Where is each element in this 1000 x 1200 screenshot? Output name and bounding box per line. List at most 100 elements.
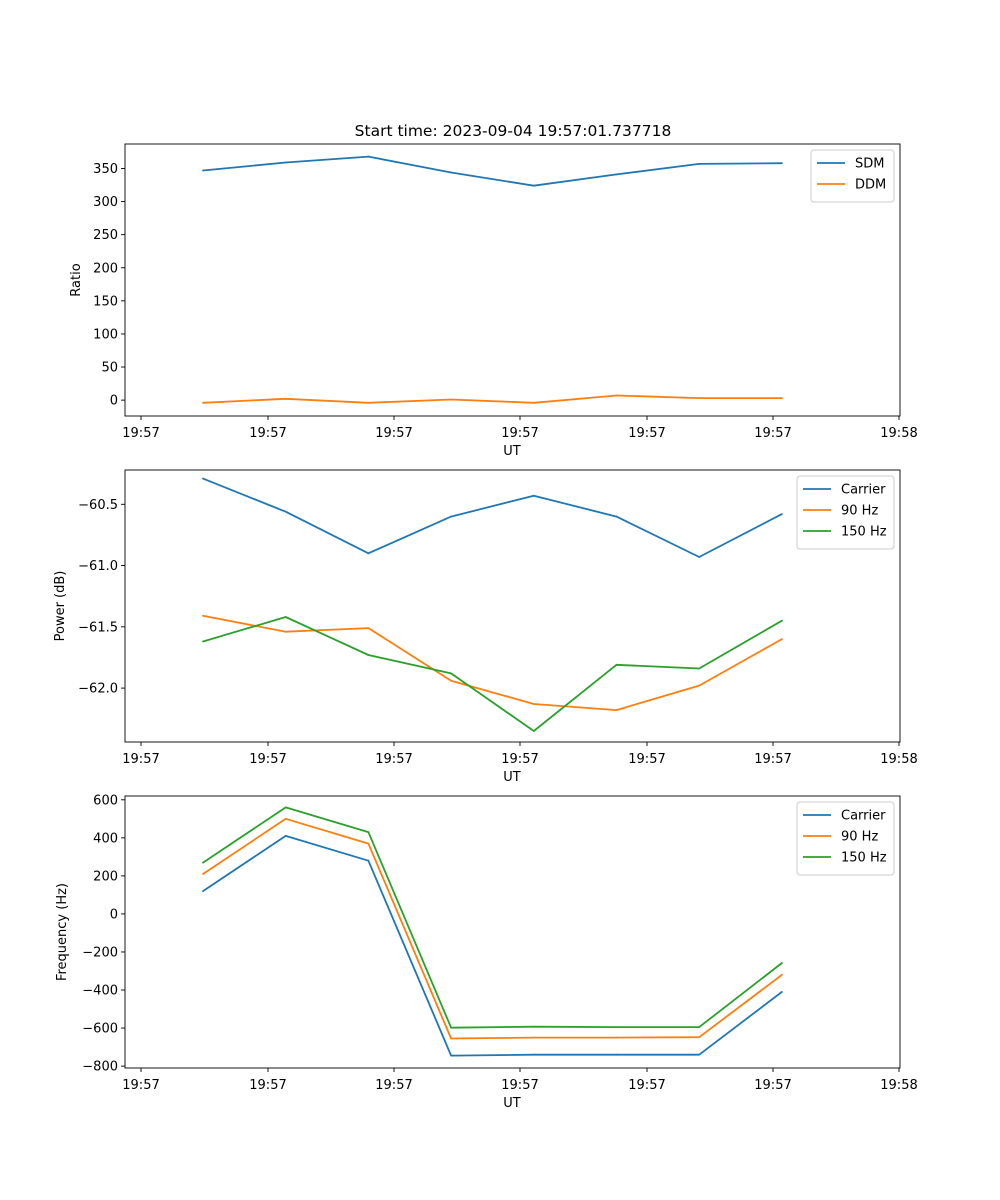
data-point: [202, 861, 204, 864]
data-point: [284, 510, 287, 513]
data-point: [367, 627, 370, 629]
data-point: [202, 890, 204, 893]
data-point: [202, 401, 204, 404]
legend: Carrier 90 Hz 150 Hz: [796, 801, 895, 876]
power-panel: −62.0 −61.5 −61.0 −60.5 19:57 19:57 19:57 19:57…: [53, 469, 918, 785]
series-line-150-hz: [202, 616, 783, 732]
y-tick-label: 200: [93, 869, 118, 884]
data-point: [615, 1036, 618, 1039]
data-point: [202, 477, 204, 480]
data-point: [202, 614, 204, 617]
data-point: [367, 831, 370, 834]
data-point: [698, 684, 701, 687]
data-point: [284, 616, 287, 618]
data-point: [367, 654, 370, 656]
data-point: [450, 515, 452, 518]
y-tick-label: −800: [82, 1060, 118, 1075]
data-point: [698, 397, 701, 400]
data-point: [284, 161, 287, 164]
y-tick-label: −400: [82, 984, 118, 999]
data-point: [781, 973, 783, 976]
legend-label: Carrier: [841, 809, 886, 824]
data-point: [367, 859, 370, 862]
data-point: [781, 162, 783, 165]
data-point: [781, 991, 783, 993]
y-tick-label: 100: [93, 327, 118, 342]
data-point: [450, 672, 452, 675]
x-tick-label: 19:57: [628, 752, 665, 767]
data-point: [450, 398, 452, 401]
x-tick-label: 19:57: [375, 426, 412, 441]
x-tick-label: 19:57: [501, 1078, 538, 1093]
y-tick-label: 200: [93, 261, 118, 276]
series-line-90-hz: [202, 817, 783, 1040]
legend: Carrier 90 Hz 150 Hz: [796, 475, 895, 550]
axes-frame: [124, 795, 901, 1069]
y-tick-label: −60.5: [78, 498, 118, 513]
y-tick-label: 300: [93, 195, 118, 210]
y-tick-label: 150: [93, 294, 118, 309]
data-point: [781, 962, 783, 964]
y-tick-label: 250: [93, 228, 118, 243]
series-line-90-hz: [202, 614, 783, 711]
figure-title: Start time: 2023-09-04 19:57:01.737718: [355, 122, 672, 140]
y-tick-label: 600: [93, 793, 118, 808]
y-axis-label: Ratio: [69, 263, 84, 296]
x-tick-label: 19:57: [754, 1078, 791, 1093]
data-point: [532, 1053, 535, 1056]
data-point: [202, 640, 204, 643]
data-point: [532, 401, 535, 404]
data-point: [202, 873, 204, 875]
legend-label: SDM: [855, 157, 884, 172]
y-tick-label: −61.0: [78, 559, 118, 574]
data-point: [698, 556, 701, 558]
legend-label: 90 Hz: [841, 830, 878, 845]
data-point: [615, 173, 618, 176]
data-point: [615, 1026, 618, 1029]
x-tick-label: 19:57: [122, 426, 159, 441]
series-line-sdm: [202, 155, 782, 187]
x-tick-label: 19:57: [249, 752, 286, 767]
y-tick-label: 0: [110, 394, 118, 409]
x-tick-label: 19:57: [122, 1078, 159, 1093]
data-point: [532, 184, 535, 187]
data-point: [532, 730, 535, 732]
data-point: [450, 1026, 452, 1029]
data-point: [615, 663, 618, 666]
data-point: [615, 394, 618, 397]
x-tick-label: 19:57: [628, 1078, 665, 1093]
data-point: [367, 155, 370, 158]
y-tick-label: −62.0: [78, 682, 118, 697]
x-tick-label: 19:58: [880, 1078, 917, 1093]
data-point: [284, 835, 287, 837]
data-point: [698, 667, 701, 670]
x-tick-label: 19:57: [375, 1078, 412, 1093]
data-point: [698, 1053, 701, 1056]
data-point: [367, 842, 370, 845]
data-point: [450, 1037, 452, 1040]
x-tick-label: 19:57: [754, 752, 791, 767]
x-tick-label: 19:57: [122, 752, 159, 767]
data-point: [202, 169, 204, 172]
data-point: [450, 171, 452, 174]
legend-label: 90 Hz: [841, 504, 878, 519]
x-tick-label: 19:58: [880, 426, 917, 441]
x-axis-label: UT: [503, 770, 521, 785]
x-axis-label: UT: [503, 1096, 521, 1111]
x-tick-label: 19:57: [501, 426, 538, 441]
ratio-panel: 0 50 100 150 200 250 300 350 19:57 19:57 19:57 19:5…: [69, 143, 918, 459]
data-point: [698, 1036, 701, 1039]
x-tick-label: 19:57: [501, 752, 538, 767]
axes-frame: [124, 469, 901, 743]
series-line-carrier: [202, 835, 783, 1057]
y-tick-label: 350: [93, 162, 118, 177]
data-point: [781, 397, 783, 400]
y-axis-label: Frequency (Hz): [55, 883, 70, 981]
data-point: [698, 1026, 701, 1029]
x-tick-label: 19:57: [249, 426, 286, 441]
y-tick-label: −200: [82, 945, 118, 960]
data-point: [615, 1053, 618, 1056]
y-tick-label: 0: [110, 907, 118, 922]
data-point: [284, 817, 287, 820]
